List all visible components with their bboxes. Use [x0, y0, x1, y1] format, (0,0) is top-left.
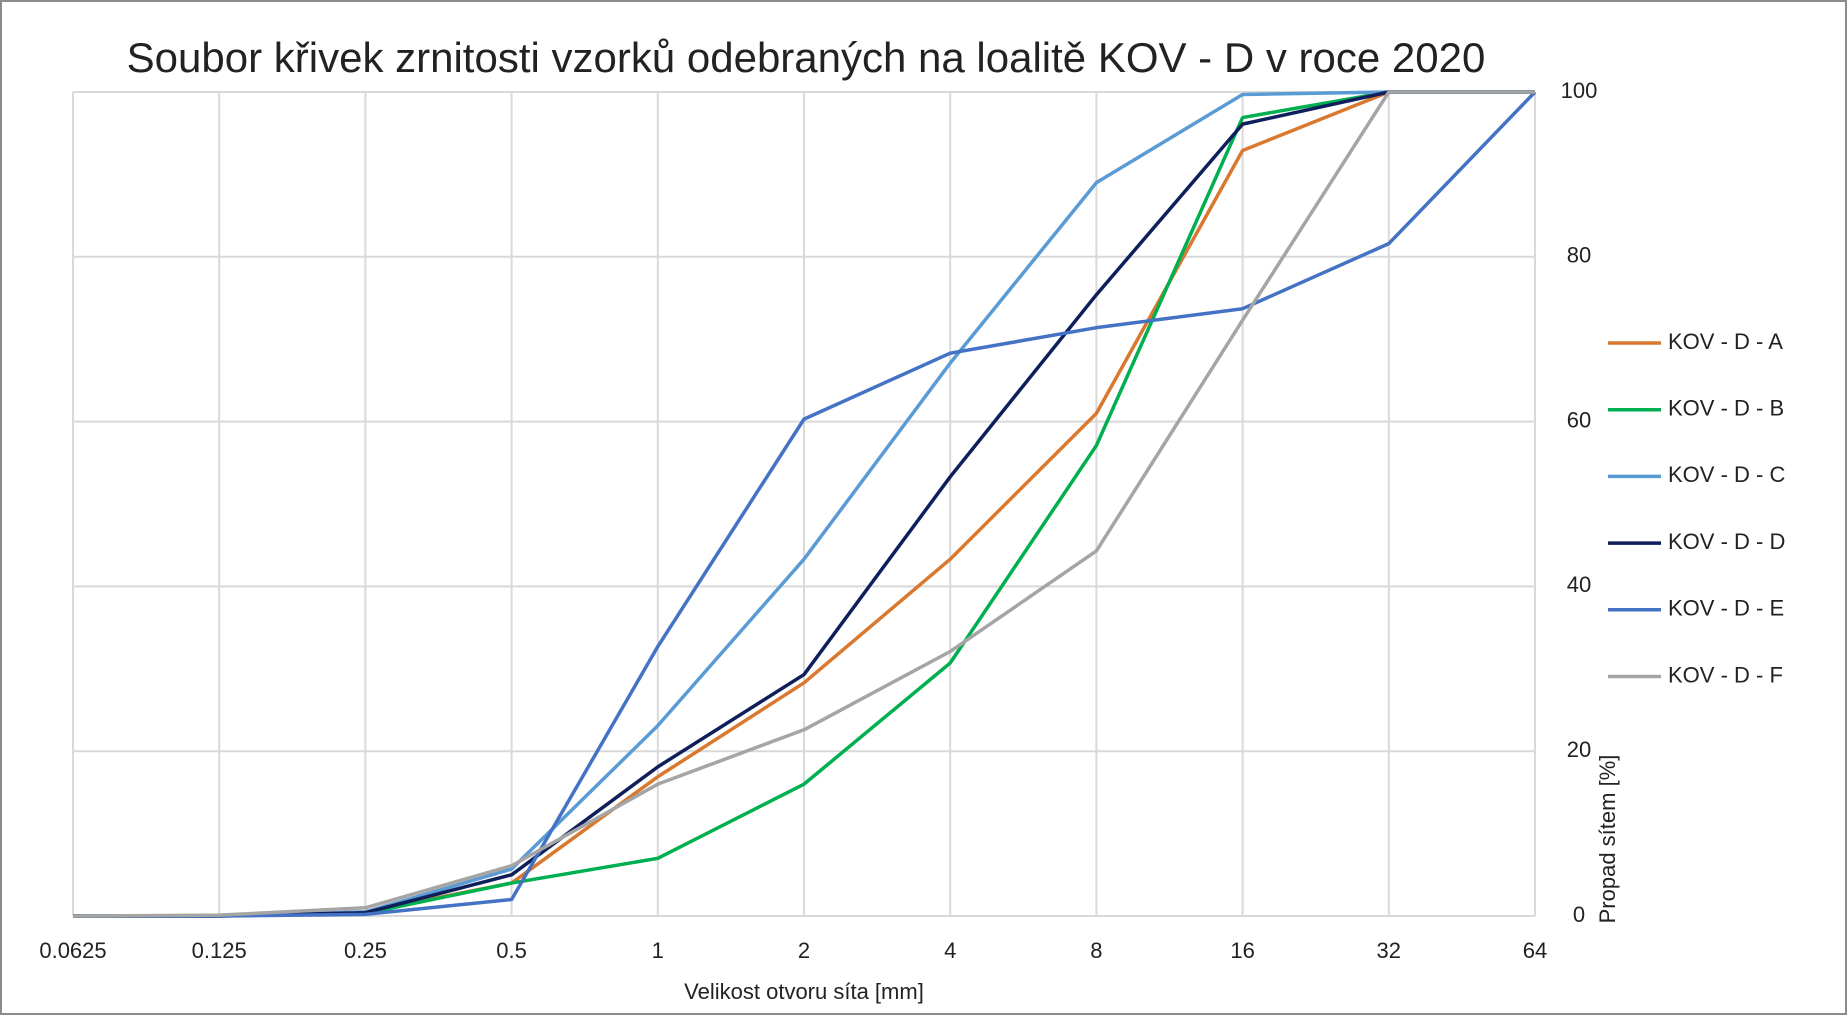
x-tick-label: 8 — [1090, 938, 1102, 963]
x-tick-label: 1 — [652, 938, 664, 963]
legend-label: KOV - D - A — [1668, 329, 1783, 354]
y-tick-label: 20 — [1567, 737, 1591, 762]
x-tick-label: 0.5 — [496, 938, 527, 963]
x-tick-label: 2 — [798, 938, 810, 963]
y-tick-label: 100 — [1561, 78, 1598, 103]
x-tick-label: 4 — [944, 938, 956, 963]
legend-label: KOV - D - C — [1668, 462, 1785, 487]
x-tick-label: 0.25 — [344, 938, 387, 963]
x-tick-label: 0.0625 — [39, 938, 106, 963]
y-tick-label: 80 — [1567, 243, 1591, 268]
y-axis-label: Propad sítem [%] — [1595, 755, 1620, 924]
chart-title: Soubor křivek zrnitosti vzorků odebranýc… — [127, 34, 1486, 81]
x-tick-label: 32 — [1377, 938, 1401, 963]
legend-label: KOV - D - E — [1668, 596, 1784, 621]
y-tick-label: 60 — [1567, 407, 1591, 432]
x-axis-label: Velikost otvoru síta [mm] — [684, 979, 924, 1004]
y-tick-label: 40 — [1567, 572, 1591, 597]
x-tick-label: 0.125 — [192, 938, 247, 963]
x-tick-label: 16 — [1230, 938, 1254, 963]
x-tick-label: 64 — [1523, 938, 1547, 963]
y-tick-label: 0 — [1573, 902, 1585, 927]
legend-label: KOV - D - D — [1668, 529, 1785, 554]
series-line — [73, 90, 1537, 918]
series-line — [72, 90, 1535, 918]
legend-label: KOV - D - F — [1668, 662, 1783, 687]
legend-label: KOV - D - B — [1668, 396, 1784, 421]
